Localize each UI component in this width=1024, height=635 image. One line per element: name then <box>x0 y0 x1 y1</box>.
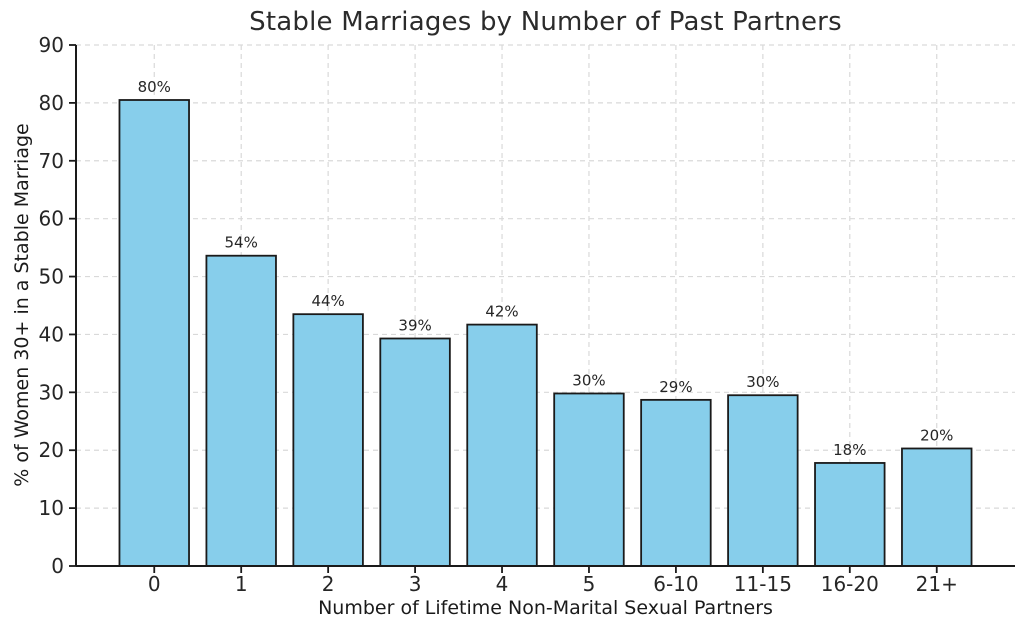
bar-16-20 <box>814 462 886 567</box>
bar-6-10 <box>640 398 712 567</box>
bar-value-label: 18% <box>833 441 866 459</box>
bar-1 <box>205 254 277 567</box>
x-tick-label: 11-15 <box>734 572 792 596</box>
x-tick-label: 16-20 <box>821 572 879 596</box>
y-tick-label: 0 <box>51 554 64 578</box>
x-tick-label: 2 <box>322 572 335 596</box>
x-axis-label: Number of Lifetime Non-Marital Sexual Pa… <box>318 597 773 619</box>
x-tick-label: 1 <box>235 572 248 596</box>
bar-value-label: 30% <box>746 373 779 391</box>
y-tick-label: 60 <box>39 207 64 231</box>
y-tick-label: 50 <box>39 265 64 289</box>
y-tick-label: 80 <box>39 91 64 115</box>
bar-value-label: 80% <box>138 78 171 96</box>
bar-4 <box>466 323 538 567</box>
bar-value-label: 29% <box>659 378 692 396</box>
bar-3 <box>379 337 451 567</box>
bar-value-label: 39% <box>398 316 431 334</box>
y-tick-label: 70 <box>39 149 64 173</box>
bar-0 <box>118 99 190 567</box>
bar-value-label: 54% <box>225 234 258 252</box>
y-tick-label: 20 <box>39 438 64 462</box>
chart-title: Stable Marriages by Number of Past Partn… <box>249 7 842 37</box>
x-tick-label: 6-10 <box>653 572 698 596</box>
y-tick-label: 30 <box>39 380 64 404</box>
x-tick-label: 3 <box>409 572 422 596</box>
y-tick-label: 90 <box>39 33 64 57</box>
bar-2 <box>292 313 364 567</box>
bar-11-15 <box>727 394 799 567</box>
x-tick-label: 4 <box>496 572 509 596</box>
bar-value-label: 44% <box>311 292 344 310</box>
bar-value-label: 42% <box>485 303 518 321</box>
bar-5 <box>553 392 625 567</box>
y-tick-label: 10 <box>39 496 64 520</box>
x-tick-label: 21+ <box>916 572 958 596</box>
x-tick-label: 5 <box>583 572 596 596</box>
bar-value-label: 30% <box>572 371 605 389</box>
bar-21+ <box>901 447 973 567</box>
y-tick-label: 40 <box>39 322 64 346</box>
x-tick-label: 0 <box>148 572 161 596</box>
bar-value-label: 20% <box>920 426 953 444</box>
y-axis-label: % of Women 30+ in a Stable Marriage <box>11 123 33 487</box>
